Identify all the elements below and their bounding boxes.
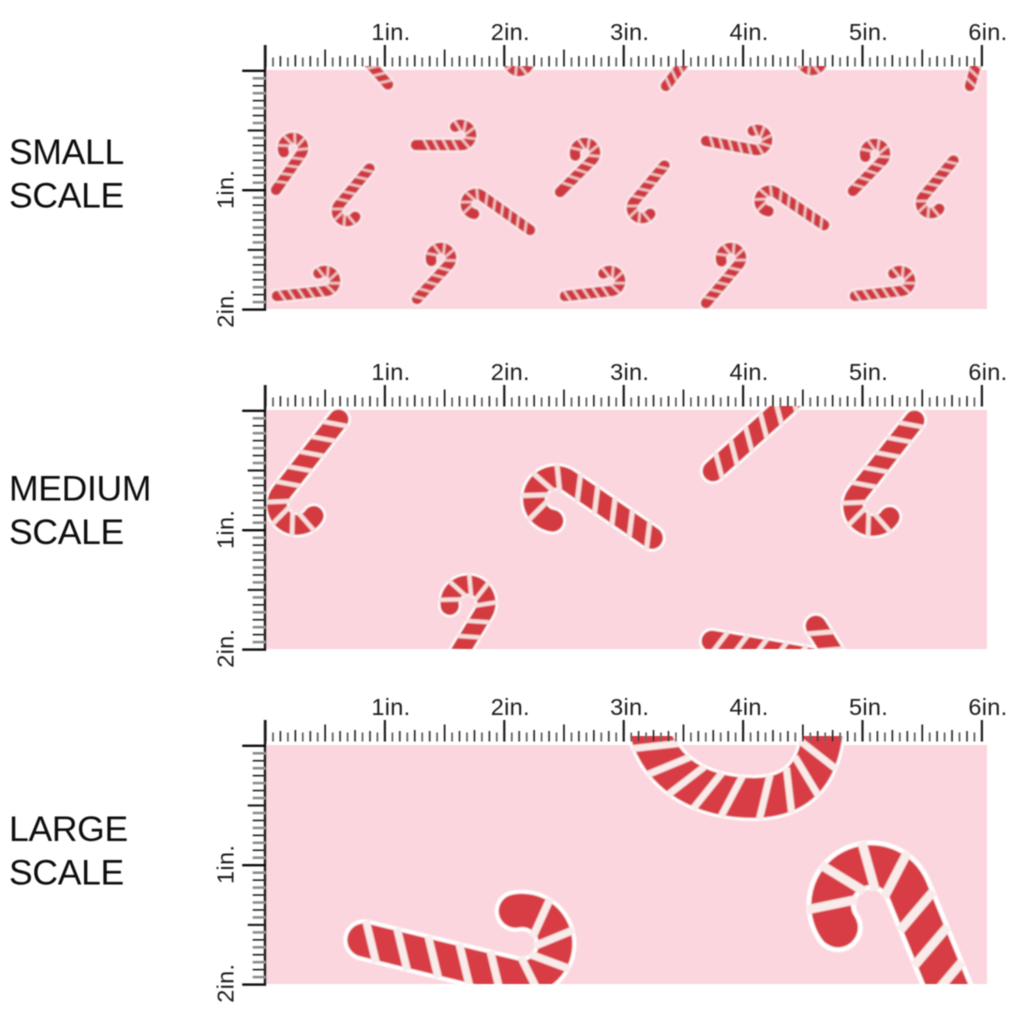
svg-text:6in.: 6in. <box>968 694 1007 720</box>
svg-text:2in.: 2in. <box>213 289 239 328</box>
svg-text:1in.: 1in. <box>213 170 239 209</box>
svg-text:5in.: 5in. <box>849 359 888 385</box>
svg-text:SCALE: SCALE <box>9 175 124 215</box>
svg-text:LARGE: LARGE <box>9 809 128 849</box>
svg-text:2in.: 2in. <box>491 694 530 720</box>
svg-text:SCALE: SCALE <box>9 852 124 892</box>
svg-text:6in.: 6in. <box>968 19 1007 45</box>
svg-text:2in.: 2in. <box>213 964 239 1003</box>
svg-text:5in.: 5in. <box>849 19 888 45</box>
svg-text:3in.: 3in. <box>610 19 649 45</box>
svg-text:4in.: 4in. <box>730 19 769 45</box>
svg-text:1in.: 1in. <box>213 510 239 549</box>
svg-text:4in.: 4in. <box>730 694 769 720</box>
svg-text:1in.: 1in. <box>371 19 410 45</box>
svg-text:2in.: 2in. <box>491 359 530 385</box>
svg-text:MEDIUM: MEDIUM <box>9 469 151 509</box>
svg-text:SMALL: SMALL <box>9 132 124 172</box>
svg-text:5in.: 5in. <box>849 694 888 720</box>
svg-text:4in.: 4in. <box>730 359 769 385</box>
svg-text:2in.: 2in. <box>491 19 530 45</box>
svg-text:2in.: 2in. <box>213 629 239 668</box>
svg-text:3in.: 3in. <box>610 694 649 720</box>
svg-text:SCALE: SCALE <box>9 512 124 552</box>
svg-text:1in.: 1in. <box>213 845 239 884</box>
svg-text:1in.: 1in. <box>371 359 410 385</box>
svg-text:1in.: 1in. <box>371 694 410 720</box>
svg-text:3in.: 3in. <box>610 359 649 385</box>
svg-text:6in.: 6in. <box>968 359 1007 385</box>
